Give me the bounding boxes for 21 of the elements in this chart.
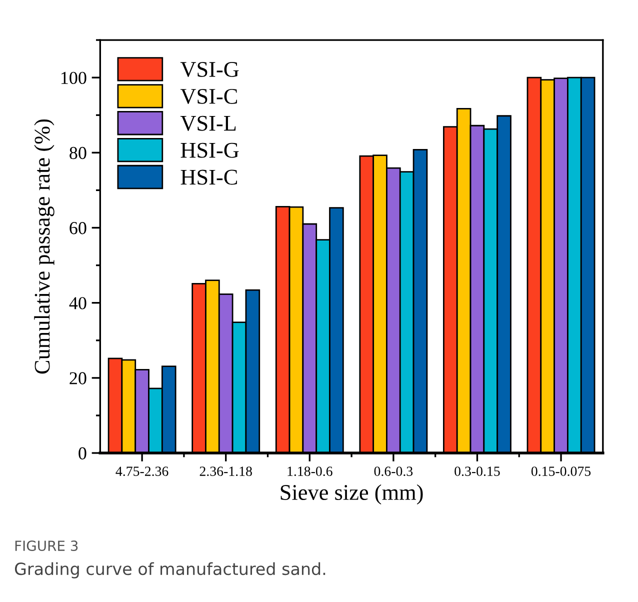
x-tick-label: 0.15-0.075 [531,466,591,476]
y-tick-label: 20 [70,372,86,384]
x-tick-label: 1.18-0.6 [288,466,332,476]
x-tick-label: 0.6-0.3 [374,466,413,476]
x-tick-label: 4.75-2.36 [116,466,168,476]
text: Grading curve of manufactured sand. [14,562,326,578]
x-tick-label: 2.36-1.18 [200,466,252,476]
y-tick-label: 60 [70,222,86,234]
legend-label: VSI-G [180,62,239,78]
x-axis-title: Sieve size (mm) [280,484,423,505]
y-axis-title: Cumulative passage rate (%) [34,119,54,374]
legend-label: VSI-C [180,88,237,104]
y-tick-label: 80 [70,146,86,160]
y-tick-label: 100 [61,72,86,84]
x-tick-label: 0.3-0.15 [454,466,500,476]
caption: FIGURE 3 [15,540,78,552]
legend-label: VSI-L [180,116,236,131]
legend-label: HSI-C [180,170,237,185]
y-tick-label: 0 [78,447,86,460]
legend-label: HSI-G [180,142,239,158]
y-tick-label: 40 [69,297,86,310]
